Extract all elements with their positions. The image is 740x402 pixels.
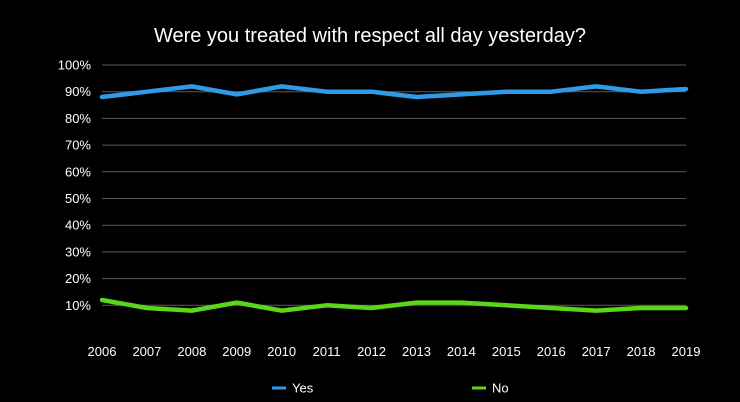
legend: Yes No: [272, 381, 509, 396]
x-tick-label: 2008: [177, 344, 206, 359]
y-tick-label: 30%: [65, 244, 91, 259]
x-tick-label: 2017: [582, 344, 611, 359]
x-tick-label: 2015: [492, 344, 521, 359]
x-tick-label: 2012: [357, 344, 386, 359]
x-tick-label: 2016: [537, 344, 566, 359]
legend-label-yes: Yes: [292, 381, 314, 396]
x-tick-label: 2014: [447, 344, 476, 359]
y-tick-label: 70%: [65, 138, 91, 153]
x-tick-label: 2013: [402, 344, 431, 359]
y-axis-tick-labels: 10% 20% 30% 40% 50% 60% 70% 80% 90% 100%: [58, 58, 92, 313]
y-tick-label: 100%: [58, 58, 92, 73]
legend-label-no: No: [492, 381, 509, 396]
chart-title: Were you treated with respect all day ye…: [154, 25, 586, 47]
gridlines: [102, 64, 686, 306]
y-tick-label: 10%: [65, 298, 91, 313]
x-tick-label: 2009: [222, 344, 251, 359]
x-tick-label: 2010: [267, 344, 296, 359]
y-tick-label: 50%: [65, 191, 91, 206]
x-tick-label: 2018: [627, 344, 656, 359]
y-tick-label: 90%: [65, 84, 91, 99]
y-tick-label: 40%: [65, 218, 91, 233]
x-tick-label: 2019: [672, 344, 701, 359]
series-lines: [99, 84, 689, 313]
x-tick-label: 2011: [313, 344, 341, 359]
x-axis-tick-labels: 2006 2007 2008 2009 2010 2011 2012 2013 2014 2015…: [88, 344, 701, 359]
x-tick-label: 2007: [132, 344, 161, 359]
series-line-no: [99, 297, 689, 313]
series-line-yes: [99, 84, 689, 100]
x-tick-label: 2006: [88, 344, 117, 359]
y-tick-label: 80%: [65, 111, 91, 126]
y-tick-label: 60%: [65, 164, 91, 179]
y-tick-label: 20%: [65, 271, 91, 286]
